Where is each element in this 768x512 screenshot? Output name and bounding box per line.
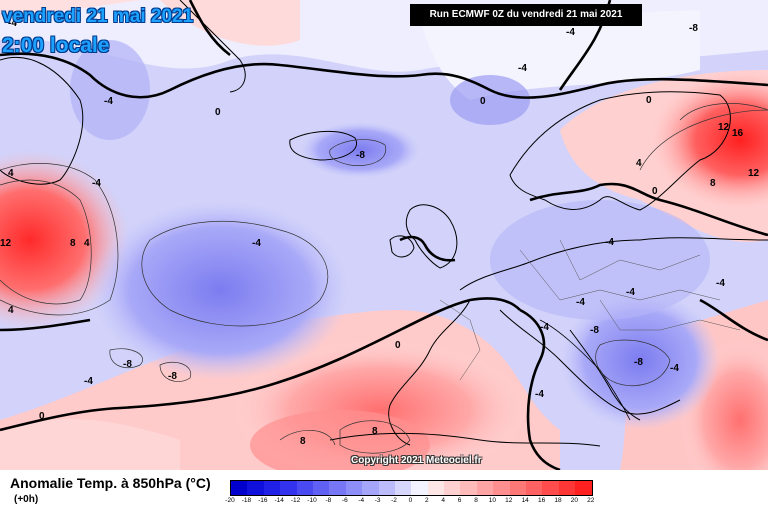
scale-tick-label: 0 <box>408 497 413 504</box>
scale-tick-label: 18 <box>554 497 562 504</box>
legend: Anomalie Temp. à 850hPa (°C) (+0h) -20 -1… <box>0 470 768 512</box>
scale-swatch <box>476 481 494 495</box>
run-banner: Run ECMWF 0Z du vendredi 21 mai 2021 <box>410 4 642 26</box>
contour-label: -4 <box>626 287 635 298</box>
contour-label: 0 <box>652 186 658 197</box>
scale-tick-label: -4 <box>358 497 365 504</box>
scale-tick-label: 16 <box>537 497 546 504</box>
color-scale-ticks: -20 -18 -16 -14 -12 -10 -8 -6 -4 -3 -2 0 2 4 6 8 10 12 14 1… <box>225 497 594 507</box>
scale-tick-label: 10 <box>488 497 497 504</box>
scale-tick-label: -6 <box>341 497 348 504</box>
scale-tick-label: 6 <box>457 497 462 504</box>
contour-label: -4 <box>576 297 585 308</box>
contour-label: -4 <box>716 278 725 289</box>
contour-label: 12 <box>0 238 12 249</box>
contour-label: 0 <box>215 107 221 118</box>
scale-swatch <box>460 481 477 495</box>
scale-swatch <box>345 481 363 495</box>
scale-swatch <box>575 481 592 495</box>
scale-tick-label: 20 <box>570 497 579 504</box>
scale-swatch <box>542 481 559 495</box>
scale-tick-label: -16 <box>258 497 268 504</box>
contour-label: 12 <box>748 168 760 179</box>
contour-label: -8 <box>689 23 698 34</box>
scale-swatch <box>280 481 297 495</box>
contour-label: 16 <box>732 128 744 139</box>
scale-tick-label: 22 <box>587 497 595 504</box>
contour-label: -8 <box>356 150 365 161</box>
contour-label: -4 <box>252 238 261 249</box>
contour-label: -8 <box>590 325 599 336</box>
contour-label: 12 <box>718 122 730 133</box>
contour-label: 4 <box>8 168 14 179</box>
map-area: -4 -4 -8 0 0 -4 -8 -4 0 -4 -4 -8 -4 0 0 … <box>0 0 768 470</box>
scale-tick-label: 8 <box>474 497 478 504</box>
contour-label: -4 <box>670 363 679 374</box>
contour-label: -4 <box>605 237 614 248</box>
anomaly-map <box>0 0 768 470</box>
contour-label: 0 <box>395 340 401 351</box>
scale-tick-label: -3 <box>374 497 381 504</box>
scale-swatch <box>378 481 395 495</box>
scale-swatch <box>394 481 412 495</box>
scale-swatch <box>329 481 346 495</box>
contour-label: -4 <box>518 63 527 74</box>
contour-label: -8 <box>168 371 177 382</box>
contour-label: 4 <box>84 238 90 249</box>
scale-swatch <box>247 481 264 495</box>
scale-tick-label: 14 <box>521 497 529 504</box>
legend-title: Anomalie Temp. à 850hPa (°C) <box>10 475 211 491</box>
scale-swatch <box>312 481 330 495</box>
scale-swatch <box>444 481 461 495</box>
contour-label: 8 <box>372 426 378 437</box>
forecast-time: 2:00 locale <box>2 34 110 57</box>
contour-label: -4 <box>535 389 544 400</box>
scale-tick-label: -12 <box>290 497 301 504</box>
scale-swatch <box>526 481 543 495</box>
contour-label: 8 <box>70 238 76 249</box>
legend-subtitle: (+0h) <box>14 494 39 505</box>
contour-label: 8 <box>300 436 306 447</box>
scale-tick-label: -14 <box>274 497 284 504</box>
scale-tick-label: -20 <box>225 497 235 504</box>
scale-swatch <box>558 481 576 495</box>
scale-tick-label: -2 <box>391 497 397 504</box>
contour-label: 8 <box>710 178 716 189</box>
scale-swatch <box>493 481 510 495</box>
contour-label: -8 <box>123 359 132 370</box>
scale-tick-label: -18 <box>241 497 252 504</box>
scale-swatch <box>231 481 248 495</box>
contour-label: -4 <box>566 27 575 38</box>
scale-swatch <box>362 481 379 495</box>
contour-label: 4 <box>636 158 642 169</box>
contour-label: 0 <box>646 95 652 106</box>
scale-tick-label: 4 <box>441 497 445 504</box>
scale-swatch <box>263 481 281 495</box>
scale-swatch <box>411 481 428 495</box>
scale-swatch <box>296 481 313 495</box>
contour-label: -4 <box>8 18 17 29</box>
copyright-notice: Copyright 2021 Meteociel.fr <box>351 455 482 466</box>
contour-label: 0 <box>39 411 45 422</box>
contour-label: -4 <box>84 376 93 387</box>
contour-label: -8 <box>634 357 643 368</box>
scale-tick-label: 12 <box>505 497 513 504</box>
contour-label: -4 <box>540 322 549 333</box>
contour-label: 4 <box>8 305 14 316</box>
scale-swatch <box>427 481 445 495</box>
scale-swatch <box>509 481 527 495</box>
contour-label: -4 <box>92 178 101 189</box>
scale-tick-label: -10 <box>307 497 317 504</box>
forecast-date: vendredi 21 mai 2021 <box>2 6 194 27</box>
contour-label: 0 <box>480 96 486 107</box>
scale-tick-label: -8 <box>325 497 332 504</box>
scale-tick-label: 2 <box>424 497 429 504</box>
contour-label: -4 <box>104 96 113 107</box>
color-scale <box>230 480 593 496</box>
